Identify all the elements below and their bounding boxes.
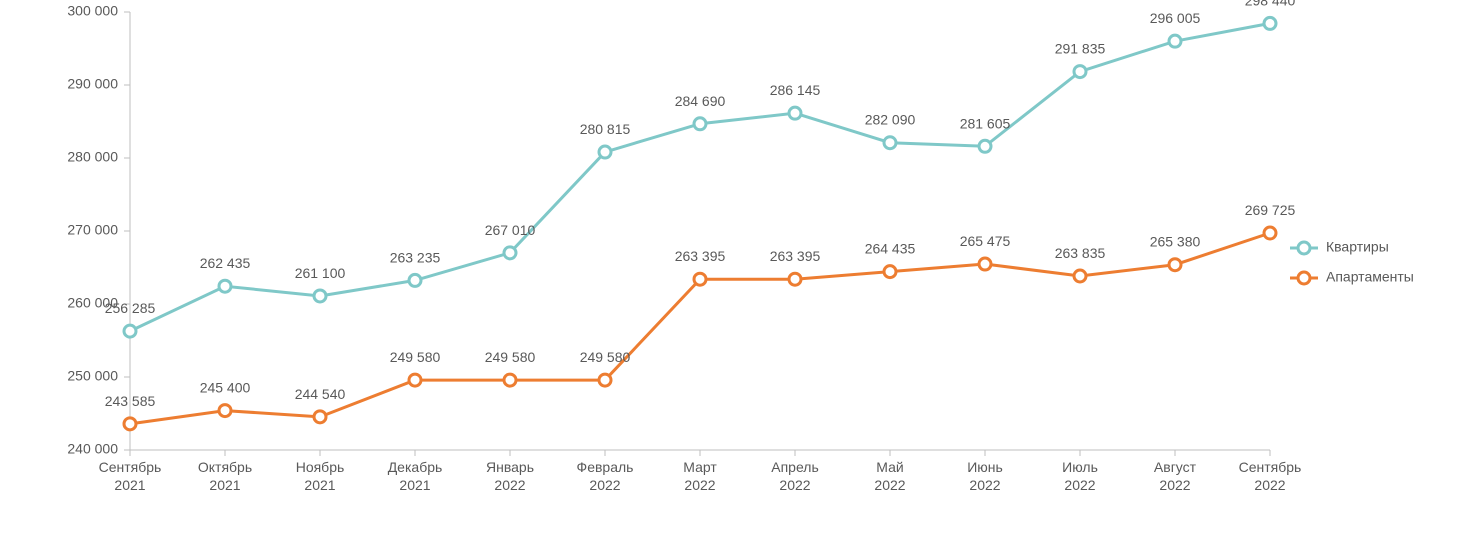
series-marker-1 (979, 258, 991, 270)
series-marker-1 (789, 273, 801, 285)
y-tick-label: 280 000 (67, 149, 118, 165)
series-data-label-0: 261 100 (295, 265, 346, 281)
series-data-label-0: 263 235 (390, 249, 441, 265)
series-marker-0 (504, 247, 516, 259)
series-marker-1 (219, 405, 231, 417)
x-tick-label-year: 2022 (969, 477, 1000, 493)
legend-label-0: Квартиры (1326, 239, 1389, 255)
series-marker-0 (694, 118, 706, 130)
legend-marker-0 (1298, 242, 1310, 254)
x-tick-label-year: 2022 (874, 477, 905, 493)
series-data-label-0: 281 605 (960, 115, 1011, 131)
series-marker-0 (789, 107, 801, 119)
series-data-label-0: 280 815 (580, 121, 631, 137)
series-data-label-1: 263 395 (770, 248, 821, 264)
series-data-label-1: 264 435 (865, 241, 916, 257)
x-tick-label-year: 2021 (399, 477, 430, 493)
x-tick-label: Март (683, 459, 717, 475)
x-tick-label: Июль (1062, 459, 1098, 475)
x-tick-label: Сентябрь (1239, 459, 1302, 475)
x-tick-label-year: 2022 (779, 477, 810, 493)
series-data-label-1: 265 475 (960, 233, 1011, 249)
x-tick-label-year: 2022 (1159, 477, 1190, 493)
series-marker-0 (599, 146, 611, 158)
series-data-label-1: 249 580 (390, 349, 441, 365)
series-data-label-1: 249 580 (485, 349, 536, 365)
series-data-label-1: 263 395 (675, 248, 726, 264)
x-tick-label: Ноябрь (296, 459, 345, 475)
legend-label-1: Апартаменты (1326, 269, 1414, 285)
x-tick-label: Декабрь (388, 459, 443, 475)
series-marker-1 (694, 273, 706, 285)
series-marker-0 (1074, 66, 1086, 78)
x-tick-label: Сентябрь (99, 459, 162, 475)
price-line-chart: 240 000250 000260 000270 000280 000290 0… (0, 0, 1466, 548)
series-data-label-1: 244 540 (295, 386, 346, 402)
series-marker-0 (884, 137, 896, 149)
series-marker-1 (1169, 259, 1181, 271)
x-tick-label-year: 2022 (684, 477, 715, 493)
x-tick-label-year: 2022 (589, 477, 620, 493)
x-tick-label: Август (1154, 459, 1197, 475)
series-marker-1 (409, 374, 421, 386)
series-data-label-1: 265 380 (1150, 234, 1201, 250)
series-data-label-0: 262 435 (200, 255, 251, 271)
series-marker-1 (124, 418, 136, 430)
series-data-label-1: 263 835 (1055, 245, 1106, 261)
series-data-label-0: 282 090 (865, 112, 916, 128)
series-marker-1 (1074, 270, 1086, 282)
x-tick-label-year: 2022 (1254, 477, 1285, 493)
series-marker-0 (409, 274, 421, 286)
series-data-label-0: 298 440 (1245, 0, 1296, 8)
series-marker-0 (1264, 17, 1276, 29)
series-data-label-1: 269 725 (1245, 202, 1296, 218)
x-tick-label: Апрель (771, 459, 819, 475)
y-tick-label: 250 000 (67, 368, 118, 384)
series-marker-0 (124, 325, 136, 337)
series-data-label-0: 284 690 (675, 93, 726, 109)
series-data-label-0: 256 285 (105, 300, 156, 316)
series-marker-1 (884, 266, 896, 278)
x-tick-label-year: 2021 (114, 477, 145, 493)
series-data-label-0: 291 835 (1055, 41, 1106, 57)
x-tick-label-year: 2022 (1064, 477, 1095, 493)
x-tick-label-year: 2021 (209, 477, 240, 493)
series-marker-0 (219, 280, 231, 292)
series-data-label-0: 267 010 (485, 222, 536, 238)
y-tick-label: 290 000 (67, 76, 118, 92)
y-tick-label: 300 000 (67, 3, 118, 19)
series-marker-0 (314, 290, 326, 302)
x-tick-label: Июнь (967, 459, 1003, 475)
series-marker-1 (599, 374, 611, 386)
series-marker-0 (979, 140, 991, 152)
series-data-label-1: 249 580 (580, 349, 631, 365)
series-data-label-1: 243 585 (105, 393, 156, 409)
series-marker-1 (314, 411, 326, 423)
legend-marker-1 (1298, 272, 1310, 284)
x-tick-label: Февраль (577, 459, 634, 475)
x-tick-label-year: 2021 (304, 477, 335, 493)
series-marker-0 (1169, 35, 1181, 47)
y-tick-label: 240 000 (67, 441, 118, 457)
series-data-label-1: 245 400 (200, 380, 251, 396)
x-tick-label: Январь (486, 459, 534, 475)
y-tick-label: 270 000 (67, 222, 118, 238)
series-marker-1 (1264, 227, 1276, 239)
x-tick-label: Октябрь (198, 459, 252, 475)
x-tick-label-year: 2022 (494, 477, 525, 493)
x-tick-label: Май (876, 459, 903, 475)
series-marker-1 (504, 374, 516, 386)
series-data-label-0: 286 145 (770, 82, 821, 98)
series-data-label-0: 296 005 (1150, 10, 1201, 26)
